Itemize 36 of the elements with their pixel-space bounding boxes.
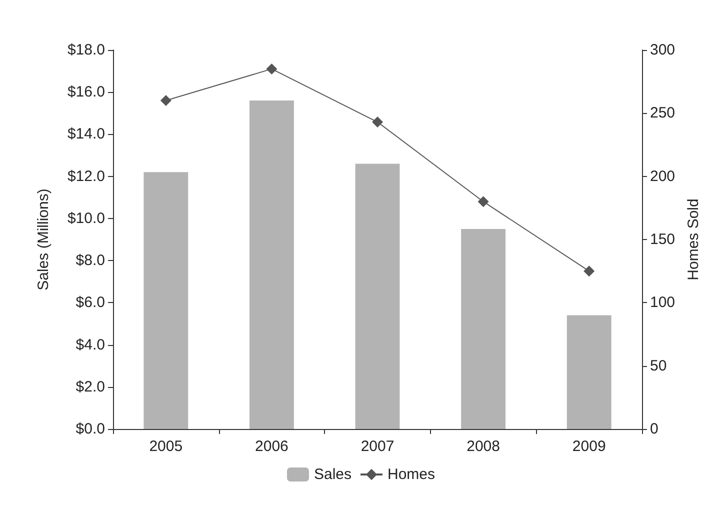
point [266, 63, 278, 74]
y-tick-label: $6.0 [76, 294, 105, 312]
point [478, 196, 489, 208]
bar [144, 172, 188, 429]
y-tick-label: $16.0 [67, 84, 105, 101]
point [160, 95, 172, 106]
y-tick-label: $8.0 [76, 252, 105, 270]
y-axis-title: Sales (Millions) [35, 188, 52, 290]
x-tick-label: 2005 [149, 438, 183, 455]
x-tick-label: 2007 [360, 438, 394, 455]
y2-tick-label: 0 [650, 420, 658, 438]
point [372, 116, 383, 128]
y-tick-label: $4.0 [76, 336, 105, 354]
y2-tick-label: 50 [650, 357, 667, 374]
y2-tick-label: 100 [650, 294, 676, 312]
y-tick-label: $18.0 [67, 42, 105, 58]
y2-tick-label: 150 [650, 231, 676, 248]
x-tick-label: 2008 [466, 438, 500, 455]
bar [461, 228, 506, 429]
y2-tick-label: 200 [650, 168, 676, 185]
y-tick-label: $12.0 [67, 168, 105, 185]
y-tick-label: $2.0 [76, 378, 105, 396]
y-tick-label: $0.0 [76, 420, 105, 438]
y-tick-label: $14.0 [67, 126, 105, 143]
bar [566, 315, 612, 429]
bar [355, 164, 400, 429]
bar [249, 100, 294, 429]
y2-axis-title: Homes Sold [684, 198, 702, 280]
y2-tick-label: 300 [650, 42, 676, 58]
legend-label: Homes [388, 466, 436, 483]
legend-label: Sales [314, 466, 352, 483]
point [584, 266, 595, 277]
y2-tick-label: 250 [650, 104, 676, 122]
x-tick-label: 2009 [572, 438, 606, 455]
x-tick-label: 2006 [255, 438, 288, 455]
y-tick-label: $10.0 [67, 210, 105, 227]
